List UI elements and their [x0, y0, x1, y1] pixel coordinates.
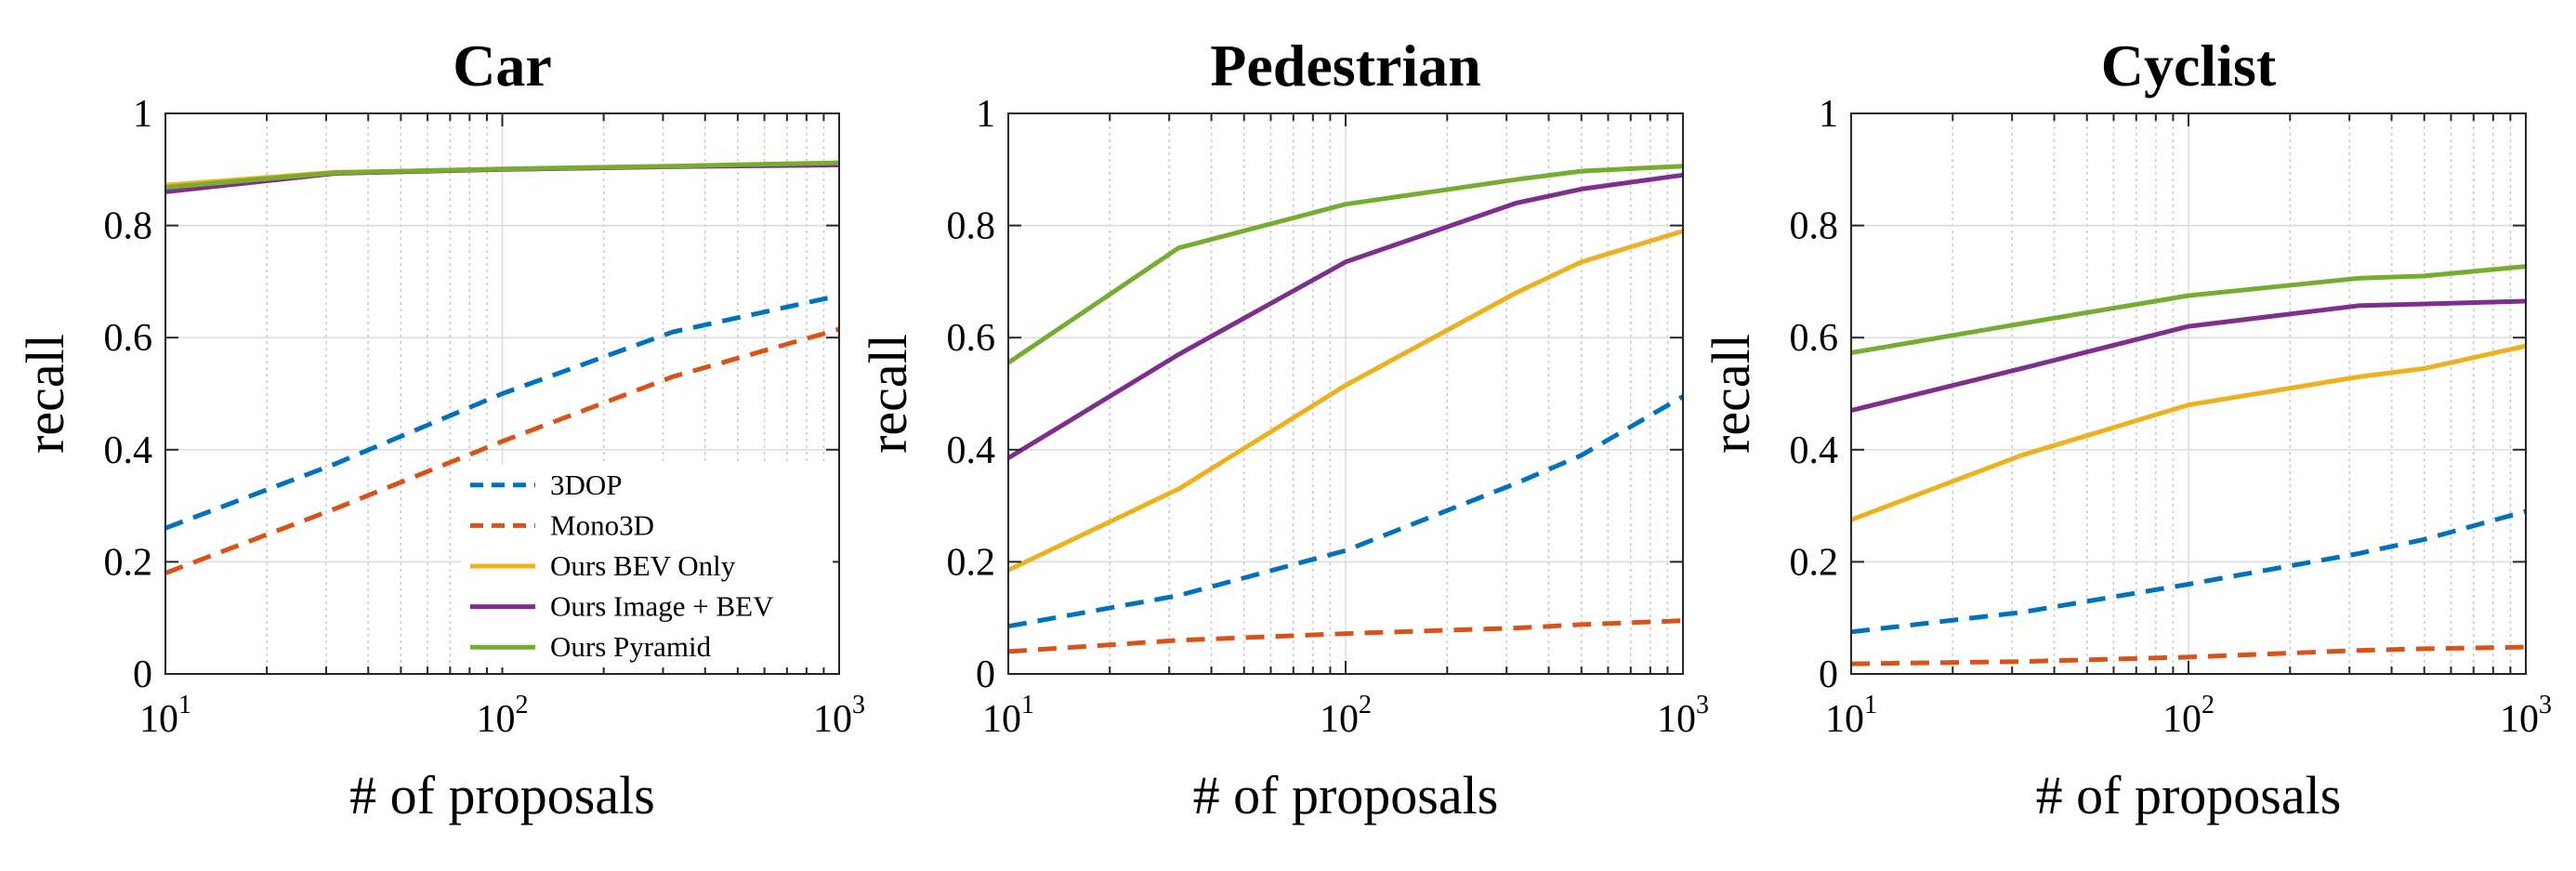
series-line-mono3d	[1850, 644, 2527, 666]
series-line-mono3d	[1007, 618, 1684, 654]
x-tick-label: 102	[1320, 691, 1372, 741]
series-line-ours-pyramid	[164, 160, 840, 191]
x-tick-base: 10	[2500, 698, 2539, 741]
y-tick-label: 0.8	[947, 205, 996, 248]
ticks	[1007, 112, 1684, 675]
series-line-ours-pyramid	[1006, 164, 1684, 365]
series-line-ours-bev-only	[1850, 343, 2527, 522]
y-tick-label: 1	[1819, 93, 1838, 136]
y-axis-label: recall	[15, 334, 75, 454]
series-line-3dop	[164, 293, 840, 531]
y-tick-label: 0.8	[1790, 205, 1839, 248]
legend-label: Ours Image + BEV	[550, 590, 774, 623]
series-line-3dop	[1850, 508, 2527, 635]
y-tick-label: 0.8	[104, 205, 153, 248]
x-tick-base: 10	[477, 698, 516, 741]
x-tick-exponent: 3	[852, 691, 865, 719]
x-tick-base: 10	[982, 698, 1021, 741]
series-line-ours-image-bev	[1006, 172, 1684, 460]
x-tick-exponent: 3	[1696, 691, 1709, 719]
x-tick-exponent: 1	[1021, 691, 1034, 719]
x-tick-label: 103	[2500, 691, 2552, 741]
y-tick-label: 0.2	[104, 541, 153, 584]
x-tick-exponent: 3	[2539, 691, 2552, 719]
series-line-ours-image-bev	[1850, 298, 2527, 414]
y-tick-label: 0.2	[947, 541, 996, 584]
chart-title: Pedestrian	[1210, 33, 1481, 99]
legend-label: Mono3D	[550, 508, 654, 541]
x-axis-label: # of proposals	[1193, 765, 1499, 825]
y-tick-label: 0.4	[104, 429, 153, 472]
x-tick-base: 10	[1320, 698, 1359, 741]
x-tick-label: 101	[982, 691, 1034, 741]
x-tick-exponent: 1	[1864, 691, 1877, 719]
ticks	[1850, 112, 2527, 675]
x-tick-label: 102	[2162, 691, 2215, 741]
series-group	[164, 160, 840, 575]
y-tick-label: 0.6	[947, 317, 996, 360]
y-tick-label: 0.4	[947, 429, 996, 472]
y-tick-label: 1	[976, 93, 995, 136]
y-tick-label: 0.6	[1790, 317, 1839, 360]
x-tick-base: 10	[2162, 698, 2201, 741]
x-tick-label: 101	[139, 691, 191, 741]
x-tick-label: 102	[477, 691, 529, 741]
chart-title: Cyclist	[2101, 33, 2277, 99]
x-tick-base: 10	[1825, 698, 1864, 741]
y-tick-label: 0	[976, 653, 995, 696]
x-axis-label: # of proposals	[349, 765, 655, 825]
x-tick-exponent: 1	[178, 691, 191, 719]
legend: 3DOP Mono3D Ours BEV Only Ours Image + BEV O…	[461, 465, 833, 667]
x-tick-label: 103	[813, 691, 865, 741]
x-tick-base: 10	[813, 698, 852, 741]
y-tick-label: 0.2	[1790, 541, 1839, 584]
x-tick-base: 10	[139, 698, 178, 741]
x-tick-exponent: 2	[516, 691, 529, 719]
x-tick-exponent: 2	[1359, 691, 1372, 719]
y-axis-label: recall	[1701, 334, 1761, 454]
y-tick-label: 0	[133, 653, 152, 696]
x-tick-label: 101	[1825, 691, 1877, 741]
legend-label: Ours BEV Only	[550, 549, 736, 582]
legend-label: 3DOP	[550, 468, 623, 501]
series-line-ours-bev-only	[1006, 229, 1684, 573]
legend-label: Ours Pyramid	[550, 630, 712, 663]
y-tick-label: 1	[133, 93, 152, 136]
series-group	[1006, 164, 1685, 654]
ticks	[164, 112, 840, 675]
chart-title: Car	[453, 33, 552, 99]
y-tick-label: 0	[1819, 653, 1838, 696]
y-tick-label: 0.6	[104, 317, 153, 360]
y-tick-label: 0.4	[1790, 429, 1839, 472]
series-line-mono3d	[164, 326, 840, 575]
x-tick-base: 10	[1657, 698, 1696, 741]
x-tick-label: 103	[1657, 691, 1709, 741]
series-line-ours-pyramid	[1850, 264, 2527, 355]
series-group	[1850, 264, 2527, 666]
x-tick-exponent: 2	[2201, 691, 2215, 719]
x-axis-label: # of proposals	[2036, 765, 2342, 825]
y-axis-label: recall	[858, 334, 918, 454]
